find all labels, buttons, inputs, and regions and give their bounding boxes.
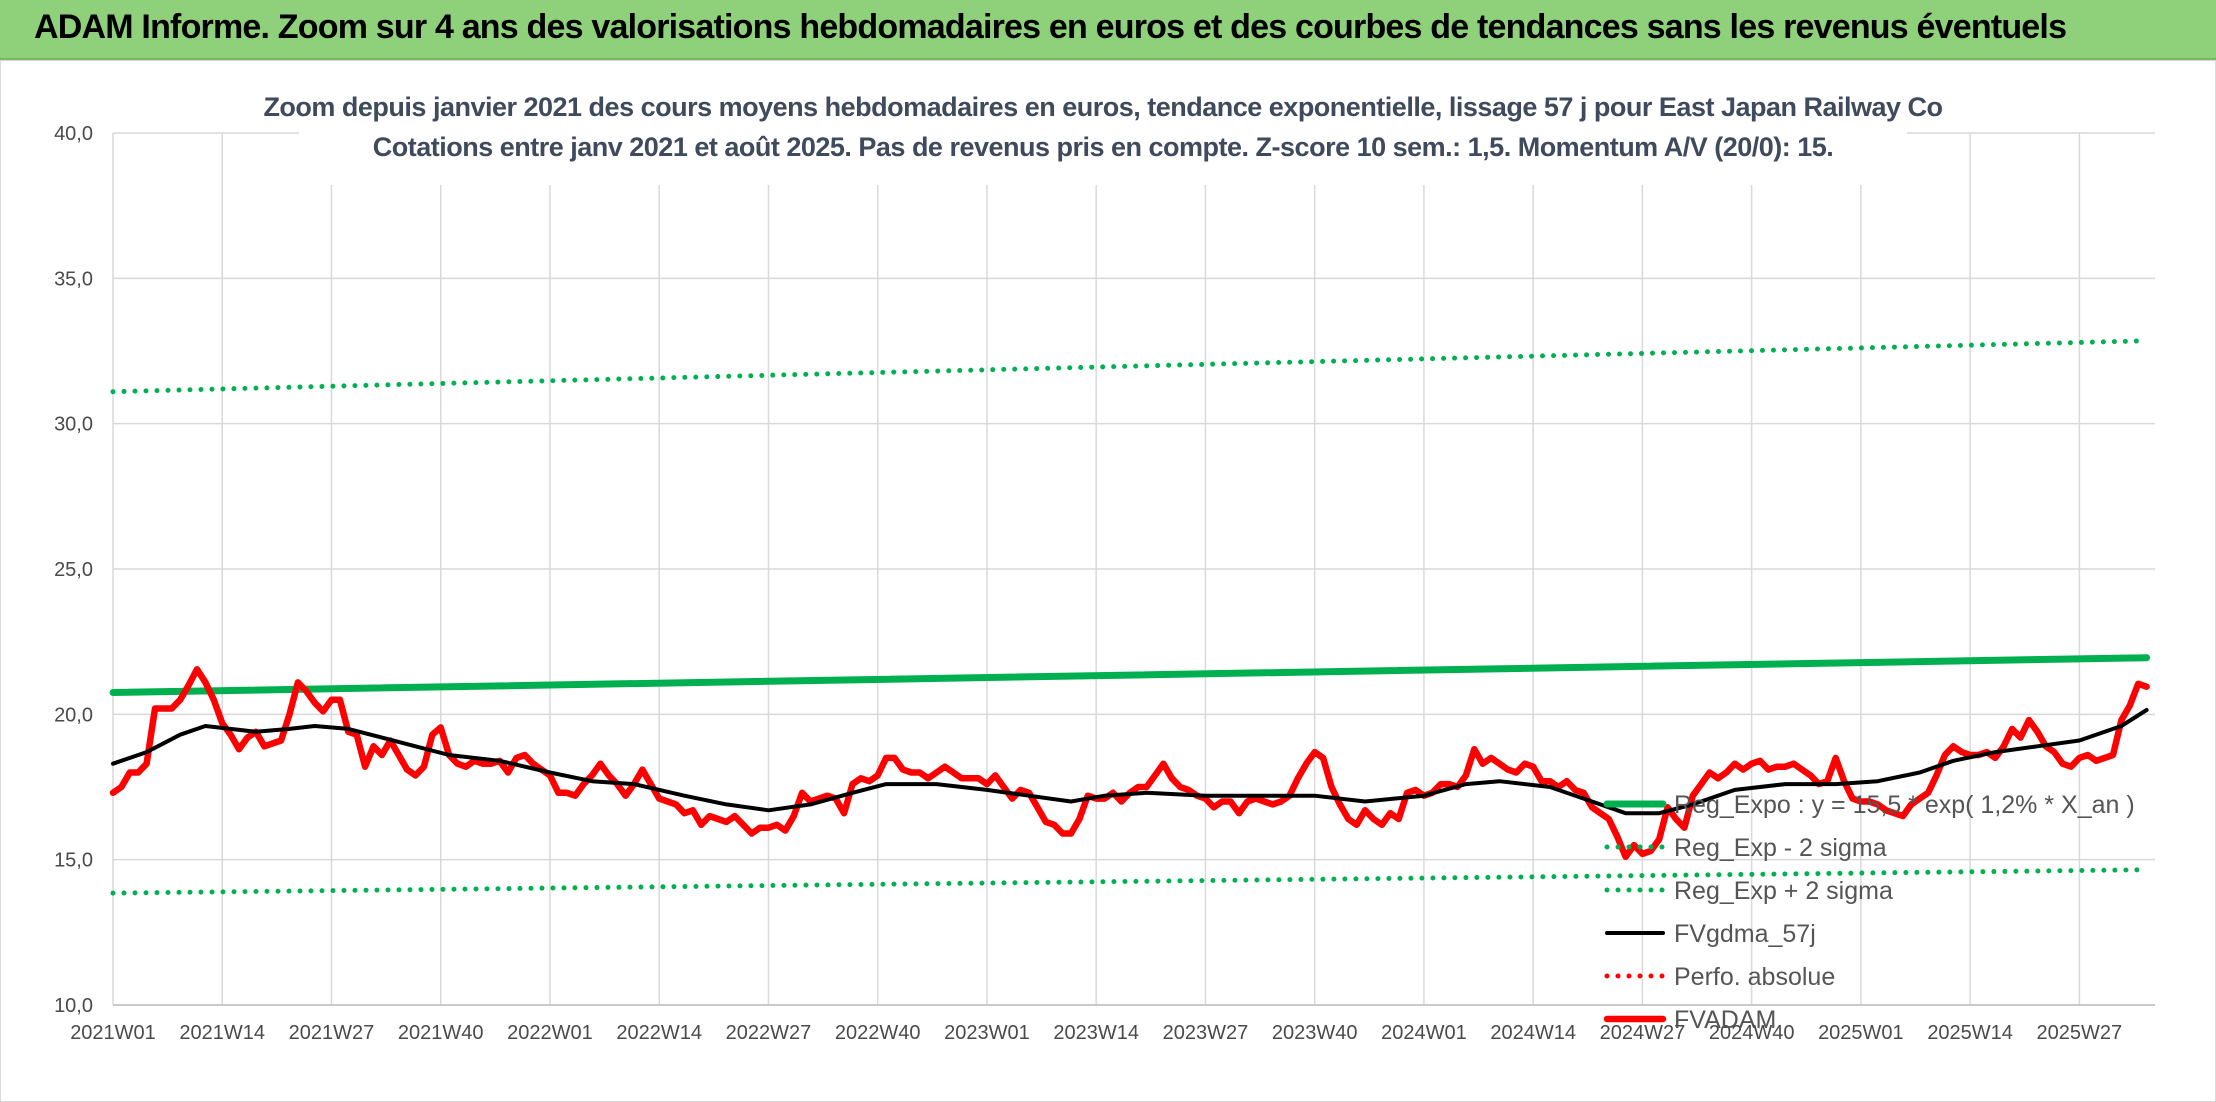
x-tick-label: 2021W14 (179, 1022, 265, 1044)
x-tick-label: 2024W14 (1490, 1022, 1576, 1044)
y-tick-label: 25,0 (54, 559, 93, 581)
x-tick-label: 2021W27 (289, 1022, 375, 1044)
y-tick-label: 15,0 (54, 850, 93, 872)
x-tick-label: 2022W27 (726, 1022, 812, 1044)
legend-label: Reg_Exp + 2 sigma (1674, 877, 1893, 905)
series-fvadam (113, 669, 2147, 857)
legend-label: Perfo. absolue (1674, 963, 1835, 991)
x-tick-label: 2022W14 (616, 1022, 702, 1044)
x-axis: 2021W01 2021W14 2021W27 2021W40 2022W01 2022W… (70, 1022, 2122, 1044)
y-tick-label: 20,0 (54, 704, 93, 726)
legend-label: Reg_Expo : y = 15,5 * exp( 1,2% * X_an ) (1674, 791, 2135, 819)
y-tick-label: 35,0 (54, 268, 93, 290)
chart: 10,015,020,025,030,035,040,0 2021W01 2021… (1, 61, 2215, 1101)
x-tick-label: 2024W27 (1600, 1022, 1686, 1044)
y-tick-label: 40,0 (54, 123, 93, 145)
x-tick-label: 2023W27 (1163, 1022, 1249, 1044)
legend-label: FVgdma_57j (1674, 920, 1816, 948)
report-title: ADAM Informe. Zoom sur 4 ans des valoris… (34, 8, 2066, 47)
chart-frame: 10,0 15,0 20,0 25,0 30,0 35,0 40,0 2021W01 2021… (0, 60, 2216, 1102)
chart-title: Zoom depuis janvier 2021 des cours moyen… (263, 92, 1942, 122)
y-tick-label: 30,0 (54, 414, 93, 436)
x-tick-label: 2023W14 (1053, 1022, 1139, 1044)
x-tick-label: 2021W40 (398, 1022, 484, 1044)
report-banner: ADAM Informe. Zoom sur 4 ans des valoris… (0, 0, 2216, 60)
x-tick-label: 2021W01 (70, 1022, 156, 1044)
legend-label: FVADAM (1674, 1006, 1776, 1034)
series-reg-exp-2-sigma (113, 341, 2147, 392)
x-tick-label: 2024W01 (1381, 1022, 1467, 1044)
y-tick-label: 10,0 (54, 995, 93, 1017)
x-tick-label: 2022W40 (835, 1022, 921, 1044)
series-reg-expo-y-15-5-exp-1-2-x-an (113, 658, 2147, 693)
x-tick-label: 2025W01 (1818, 1022, 1904, 1044)
x-tick-label: 2023W40 (1272, 1022, 1358, 1044)
x-tick-label: 2023W01 (944, 1022, 1030, 1044)
x-tick-label: 2025W14 (1927, 1022, 2013, 1044)
legend-label: Reg_Exp - 2 sigma (1674, 834, 1887, 862)
x-tick-label: 2022W01 (507, 1022, 593, 1044)
x-tick-label: 2025W27 (2037, 1022, 2123, 1044)
y-axis: 10,0 15,0 20,0 25,0 30,0 35,0 40,0 (54, 123, 93, 1017)
chart-subtitle: Cotations entre janv 2021 et août 2025. … (373, 132, 1834, 162)
